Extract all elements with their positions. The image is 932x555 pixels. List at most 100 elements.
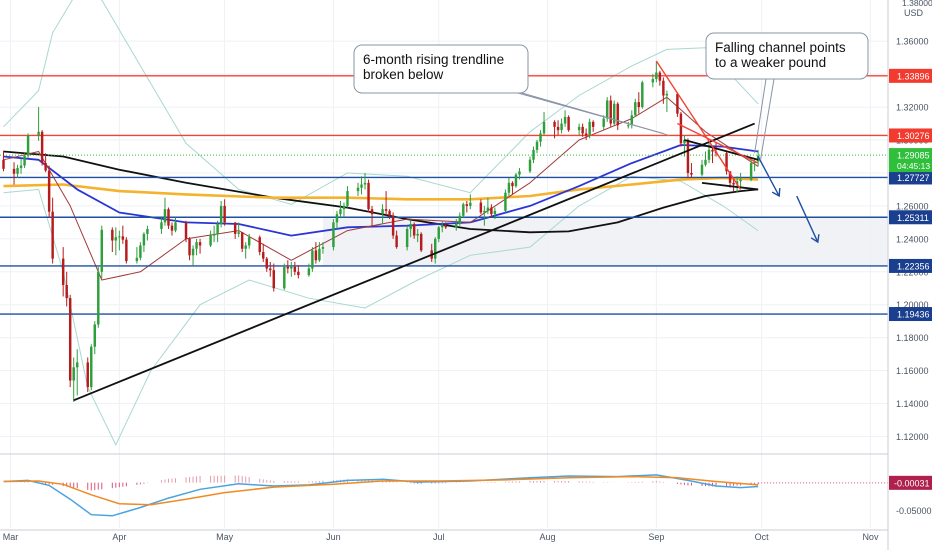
candle-body	[412, 224, 416, 236]
candle-body	[111, 229, 114, 241]
channel-bottom	[701, 181, 759, 191]
bollinger-upper	[3, 0, 759, 205]
candle-body	[395, 235, 398, 248]
candle-body	[749, 163, 753, 180]
candle-body	[72, 367, 75, 381]
candle-body	[12, 168, 16, 174]
moving-averages	[3, 96, 759, 281]
candle-body	[332, 222, 335, 248]
current-price-text: 1.29085	[897, 151, 930, 161]
price-tick-label: 1.36000	[896, 37, 929, 47]
candle-body	[542, 121, 546, 134]
candle-body	[86, 362, 89, 388]
level-price-tag-text: 1.30276	[897, 131, 930, 141]
macd-pane	[0, 453, 888, 517]
candle-body	[19, 165, 23, 169]
candle-body	[514, 174, 518, 187]
moving-average-red	[3, 96, 759, 281]
candle-body	[40, 131, 44, 164]
candle-body	[613, 103, 616, 124]
candle-body	[535, 141, 539, 150]
candle-body	[641, 82, 644, 108]
candle-body	[493, 210, 497, 215]
level-price-tag-text: 1.33896	[897, 71, 930, 81]
candle-body	[233, 222, 237, 234]
candle-body	[342, 205, 346, 210]
candles	[2, 60, 760, 402]
level-price-tag-text: 1.19436	[897, 310, 930, 320]
candle-body	[690, 172, 693, 175]
trendlines	[73, 60, 759, 402]
price-axis-top-label: 1.38000	[902, 0, 932, 8]
candle-body	[700, 164, 704, 175]
candle-body	[560, 123, 563, 131]
candle-body	[553, 121, 556, 127]
time-tick-label: Jun	[326, 532, 341, 542]
candle-body	[262, 252, 265, 259]
candle-body	[51, 211, 54, 259]
candle-body	[125, 239, 128, 262]
candle-body	[676, 93, 679, 114]
candle-body	[630, 115, 634, 126]
candle-body	[100, 229, 104, 272]
annotation-text: 6-month rising trendline	[363, 52, 504, 67]
candle-body	[739, 179, 742, 182]
time-tick-label: Oct	[755, 532, 770, 542]
candle-body	[441, 225, 444, 228]
candle-body	[2, 159, 5, 169]
level-price-tag	[889, 258, 932, 273]
candle-body	[567, 116, 570, 131]
candle-body	[486, 207, 490, 211]
macd-line	[3, 474, 759, 517]
candle-body	[314, 250, 318, 261]
candle-body	[297, 271, 300, 276]
candle-body	[616, 103, 619, 126]
candle-body	[388, 210, 391, 216]
price-tick-label: 1.24000	[896, 234, 929, 244]
candle-body	[191, 248, 195, 256]
candle-body	[258, 237, 261, 253]
candle-body	[539, 133, 542, 142]
candle-body	[528, 159, 532, 172]
price-tick-label: 1.20000	[896, 300, 929, 310]
candle-body	[683, 140, 686, 144]
candle-body	[419, 233, 423, 251]
candle-body	[602, 118, 605, 127]
candle-body	[469, 202, 472, 206]
time-tick-label: Sep	[648, 532, 664, 542]
candle-body	[609, 100, 612, 124]
candle-body	[658, 72, 662, 81]
candle-body	[728, 171, 732, 183]
candle-body	[756, 155, 760, 162]
price-tick-label: 1.16000	[896, 366, 929, 376]
time-tick-label: Jul	[433, 532, 445, 542]
candle-body	[212, 233, 216, 236]
candle-body	[68, 298, 72, 381]
candle-body	[363, 182, 367, 185]
annotation-text: Falling channel points	[715, 40, 846, 55]
candle-body	[307, 268, 311, 276]
candle-body	[356, 187, 360, 192]
candle-body	[637, 102, 641, 108]
candle-body	[75, 362, 79, 368]
time-tick-label: Aug	[540, 532, 556, 542]
candle-body	[121, 236, 125, 240]
candle-body	[163, 209, 167, 223]
candle-body	[90, 346, 93, 388]
candle-body	[462, 204, 465, 216]
level-price-tag	[889, 128, 932, 143]
candle-body	[23, 155, 26, 166]
level-price-tag	[889, 210, 932, 225]
candle-body	[311, 250, 314, 269]
candle-body	[367, 182, 370, 210]
candle-body	[142, 233, 146, 246]
candle-body	[26, 135, 30, 156]
candle-body	[437, 227, 440, 239]
countdown-text: 04:45:13	[897, 161, 930, 171]
candle-body	[458, 215, 462, 225]
candle-body	[244, 245, 247, 249]
time-tick-label: Nov	[862, 532, 879, 542]
price-tick-label: 1.18000	[896, 333, 929, 343]
